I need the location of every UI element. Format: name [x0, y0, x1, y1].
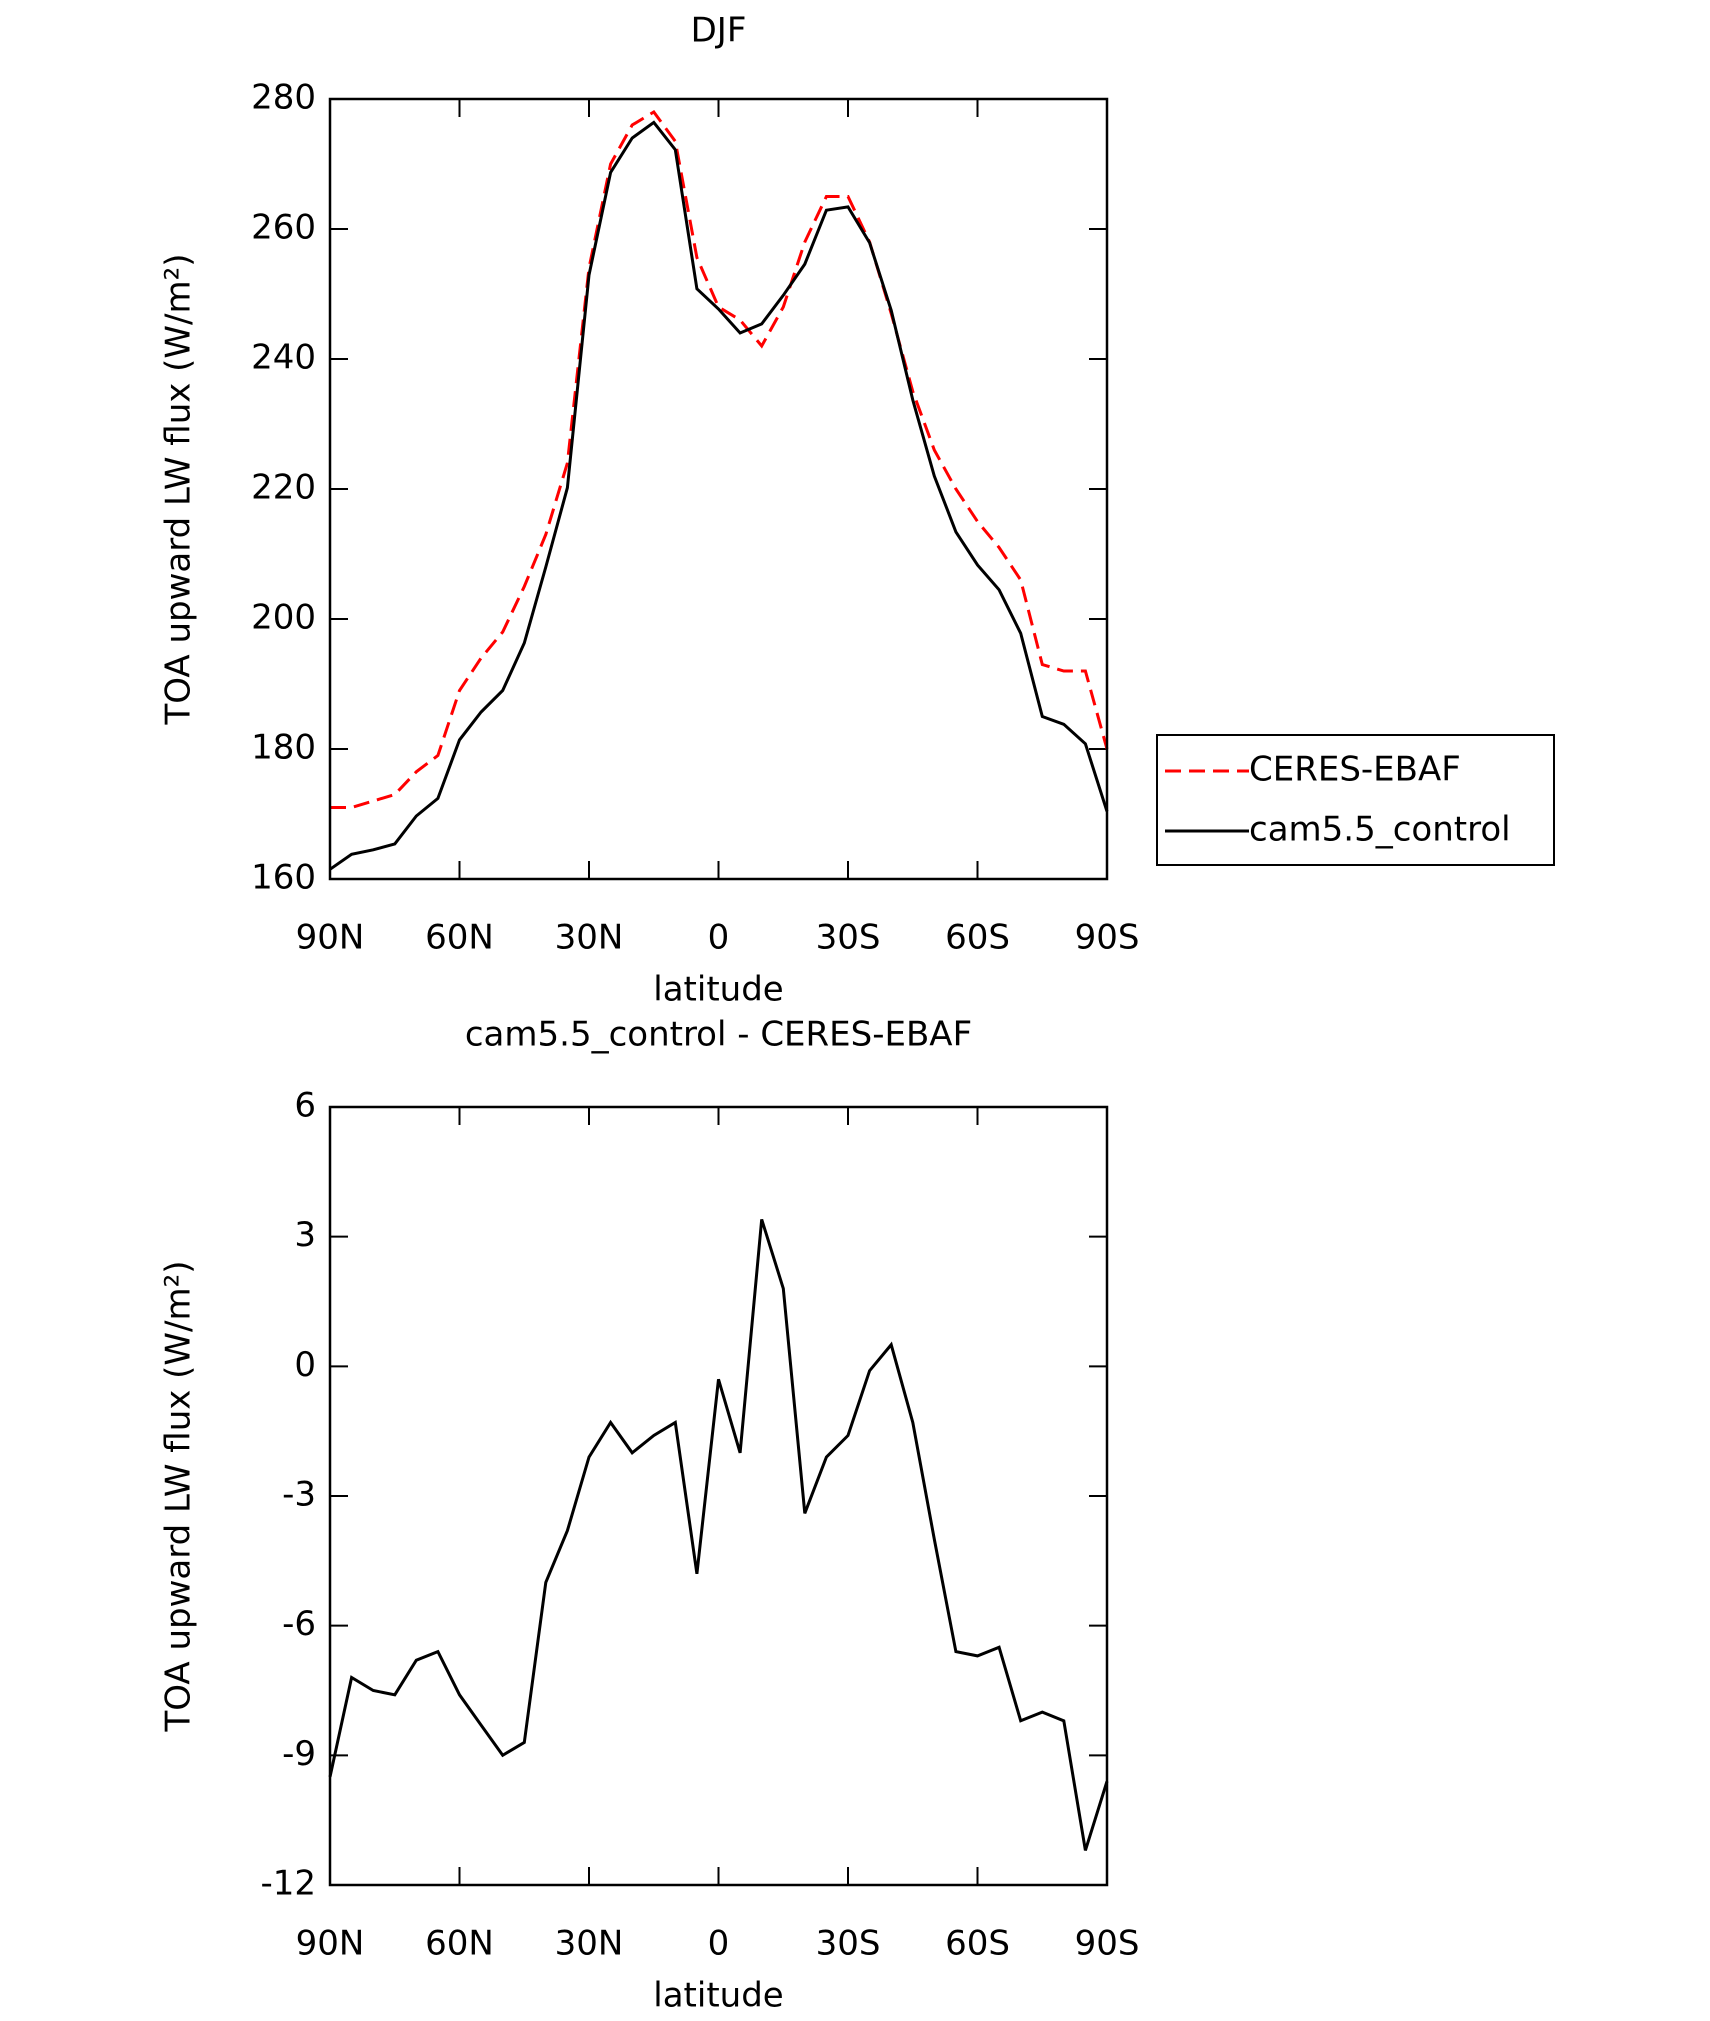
x-axis-label: latitude	[653, 970, 783, 1010]
y-tick-label: 6	[294, 1086, 316, 1126]
x-tick-label: 0	[708, 918, 730, 958]
x-tick-label: 90S	[1075, 918, 1140, 958]
y-tick-label: -12	[260, 1864, 316, 1904]
x-tick-label: 30S	[816, 1924, 881, 1964]
legend-label: cam5.5_control	[1249, 810, 1511, 850]
y-tick-label: 240	[251, 338, 316, 378]
y-tick-label: 200	[251, 598, 316, 638]
series-line	[329, 120, 1109, 871]
series-line	[330, 110, 1109, 809]
y-tick-label: 180	[251, 728, 316, 768]
x-axis-label: latitude	[653, 1976, 783, 2016]
x-tick-label: 60S	[945, 918, 1010, 958]
y-tick-label: -9	[282, 1734, 316, 1774]
x-tick-label: 30N	[555, 1924, 624, 1964]
plot-frame	[328, 1105, 1109, 1887]
plot-frame	[328, 97, 1109, 881]
y-tick-label: 260	[251, 208, 316, 248]
y-tick-label: 0	[294, 1345, 316, 1385]
x-tick-label: 60S	[945, 1924, 1010, 1964]
y-tick-label: 3	[294, 1215, 316, 1255]
y-axis-label: TOA upward LW flux (W/m²)	[159, 1260, 199, 1732]
x-tick-label: 90N	[296, 918, 365, 958]
x-tick-label: 30N	[555, 918, 624, 958]
x-tick-label: 60N	[425, 1924, 494, 1964]
x-tick-label: 60N	[425, 918, 494, 958]
x-tick-label: 0	[708, 1924, 730, 1964]
chart-title: DJF	[691, 11, 747, 51]
legend-box	[1156, 734, 1555, 866]
x-tick-label: 90S	[1075, 1924, 1140, 1964]
y-tick-label: -3	[282, 1475, 316, 1515]
y-tick-label: -6	[282, 1604, 316, 1644]
legend-label: CERES-EBAF	[1249, 750, 1461, 790]
y-tick-label: 160	[251, 858, 316, 898]
y-tick-label: 280	[251, 78, 316, 118]
series-line	[328, 1218, 1109, 1851]
x-tick-label: 30S	[816, 918, 881, 958]
x-tick-label: 90N	[296, 1924, 365, 1964]
chart-title: cam5.5_control - CERES-EBAF	[465, 1015, 972, 1055]
y-tick-label: 220	[251, 468, 316, 508]
y-axis-label: TOA upward LW flux (W/m²)	[159, 253, 199, 725]
